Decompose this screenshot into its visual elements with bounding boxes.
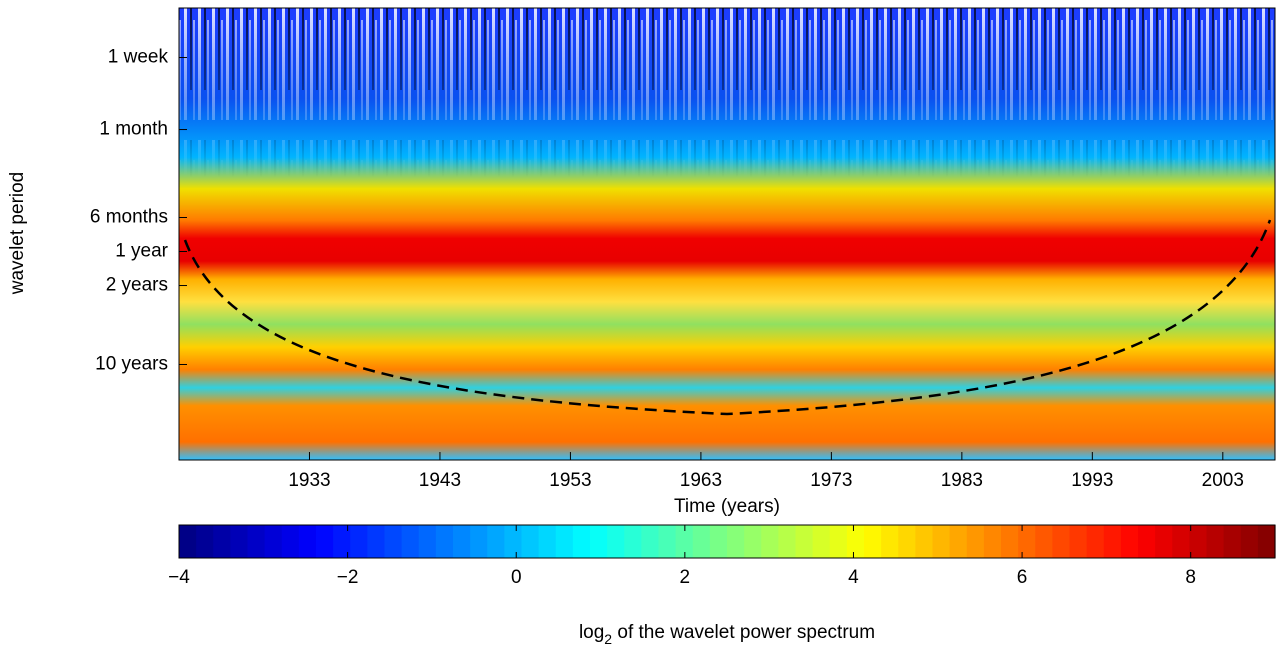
axes: 1933 1943 1953 1963 1973 1983 1993 2003 1 week 1 …: [90, 47, 1244, 491]
y-tick-label: 1 year: [115, 241, 168, 262]
colorbar-tick-label: 8: [1185, 567, 1196, 588]
colorbar-swatch: [1189, 525, 1208, 558]
colorbar-swatch: [709, 525, 728, 558]
colorbar-tick-label: −4: [168, 567, 190, 588]
colorbar-swatch: [1069, 525, 1088, 558]
colorbar-swatch: [846, 525, 865, 558]
colorbar-swatch: [1103, 525, 1122, 558]
colorbar-swatch: [196, 525, 214, 558]
colorbar-frame: [178, 524, 1276, 559]
colorbar-swatch: [675, 525, 694, 558]
colorbar-swatch: [966, 525, 985, 558]
colorbar-swatch: [350, 525, 368, 558]
colorbar-swatch: [521, 525, 540, 558]
colorbar-swatch: [470, 525, 488, 558]
colorbar-swatch: [1223, 525, 1242, 558]
colorbar-tick-label: 4: [848, 567, 859, 588]
x-tick-label: 1953: [549, 470, 591, 491]
colorbar-swatch: [1155, 525, 1173, 558]
colorbar-swatch: [829, 525, 848, 558]
colorbar-swatch: [1018, 525, 1036, 558]
colorbar-swatch: [316, 525, 334, 558]
colorbar-swatch: [1086, 525, 1105, 558]
colorbar-tick-label: 6: [1017, 567, 1028, 588]
x-tick-label: 1983: [941, 470, 983, 491]
x-tick-label: 1943: [419, 470, 461, 491]
y-tick-label: 6 months: [90, 207, 168, 228]
colorbar-swatch: [487, 525, 505, 558]
colorbar-swatch: [641, 525, 660, 558]
colorbar-swatch: [1257, 525, 1276, 558]
colorbar-swatch: [213, 525, 231, 558]
colorbar-swatch: [1120, 525, 1139, 558]
colorbar-swatch: [1172, 525, 1190, 558]
colorbar-swatch: [881, 525, 899, 558]
colorbar-swatch: [401, 525, 420, 558]
colorbar-swatch: [812, 525, 831, 558]
colorbar-swatch: [281, 525, 300, 558]
colorbar-swatch: [864, 525, 882, 558]
x-tick-label: 1933: [288, 470, 330, 491]
colorbar-swatch: [298, 525, 317, 558]
heatmap-field: [179, 8, 1275, 460]
colorbar-swatch: [538, 525, 557, 558]
colorbar-swatch: [179, 525, 197, 558]
colorbar-swatch: [795, 525, 814, 558]
y-tick-label: 1 month: [99, 119, 168, 140]
colorbar-swatch: [727, 525, 745, 558]
colorbar-swatch: [247, 525, 266, 558]
x-tick-label: 1993: [1071, 470, 1113, 491]
colorbar-swatch: [504, 525, 523, 558]
colorbar-tick-label: −2: [337, 567, 359, 588]
colorbar-swatch: [983, 525, 1002, 558]
colorbar-swatch: [915, 525, 934, 558]
colorbar-swatch: [435, 525, 454, 558]
y-tick-label: 2 years: [106, 275, 168, 296]
colorbar-swatch: [744, 525, 762, 558]
colorbar-swatch: [384, 525, 403, 558]
x-tick-label: 2003: [1202, 470, 1244, 491]
colorbar-swatch: [1052, 525, 1071, 558]
y-tick-label: 10 years: [95, 354, 168, 375]
colorbar-swatch: [898, 525, 916, 558]
colorbar-swatch: [1240, 525, 1259, 558]
colorbar-swatch: [555, 525, 574, 558]
colorbar-swatch: [932, 525, 951, 558]
colorbar-swatch: [624, 525, 642, 558]
x-tick-label: 1963: [680, 470, 722, 491]
colorbar-swatch: [1001, 525, 1019, 558]
colorbar-label-subscript: 2: [604, 631, 612, 647]
colorbar-swatch: [949, 525, 968, 558]
colorbar-label-main: log: [579, 622, 604, 643]
x-axis-title: Time (years): [674, 496, 780, 517]
colorbar-swatch: [1138, 525, 1156, 558]
x-tick-label: 1973: [810, 470, 852, 491]
colorbar: −4 −2 0 2 4 6 8: [168, 524, 1276, 588]
y-tick-label: 1 week: [108, 47, 169, 68]
colorbar-swatch: [230, 525, 249, 558]
colorbar-swatch: [367, 525, 386, 558]
colorbar-swatch: [264, 525, 283, 558]
colorbar-swatch: [333, 525, 351, 558]
colorbar-swatch: [1206, 525, 1225, 558]
colorbar-label-rest: of the wavelet power spectrum: [612, 622, 875, 643]
colorbar-swatch: [607, 525, 625, 558]
plot-frame: [178, 7, 1276, 461]
colorbar-tick-label: 0: [511, 567, 522, 588]
colorbar-swatch: [658, 525, 677, 558]
colorbar-swatch: [778, 525, 797, 558]
y-axis-title: wavelet period: [7, 172, 28, 296]
colorbar-label: log2 of the wavelet power spectrum: [579, 622, 875, 647]
colorbar-swatch: [692, 525, 711, 558]
colorbar-swatch: [590, 525, 608, 558]
colorbar-swatch: [761, 525, 779, 558]
colorbar-swatch: [418, 525, 437, 558]
colorbar-tick-label: 2: [680, 567, 691, 588]
colorbar-swatch: [572, 525, 591, 558]
colorbar-swatch: [1035, 525, 1053, 558]
colorbar-swatch: [453, 525, 471, 558]
